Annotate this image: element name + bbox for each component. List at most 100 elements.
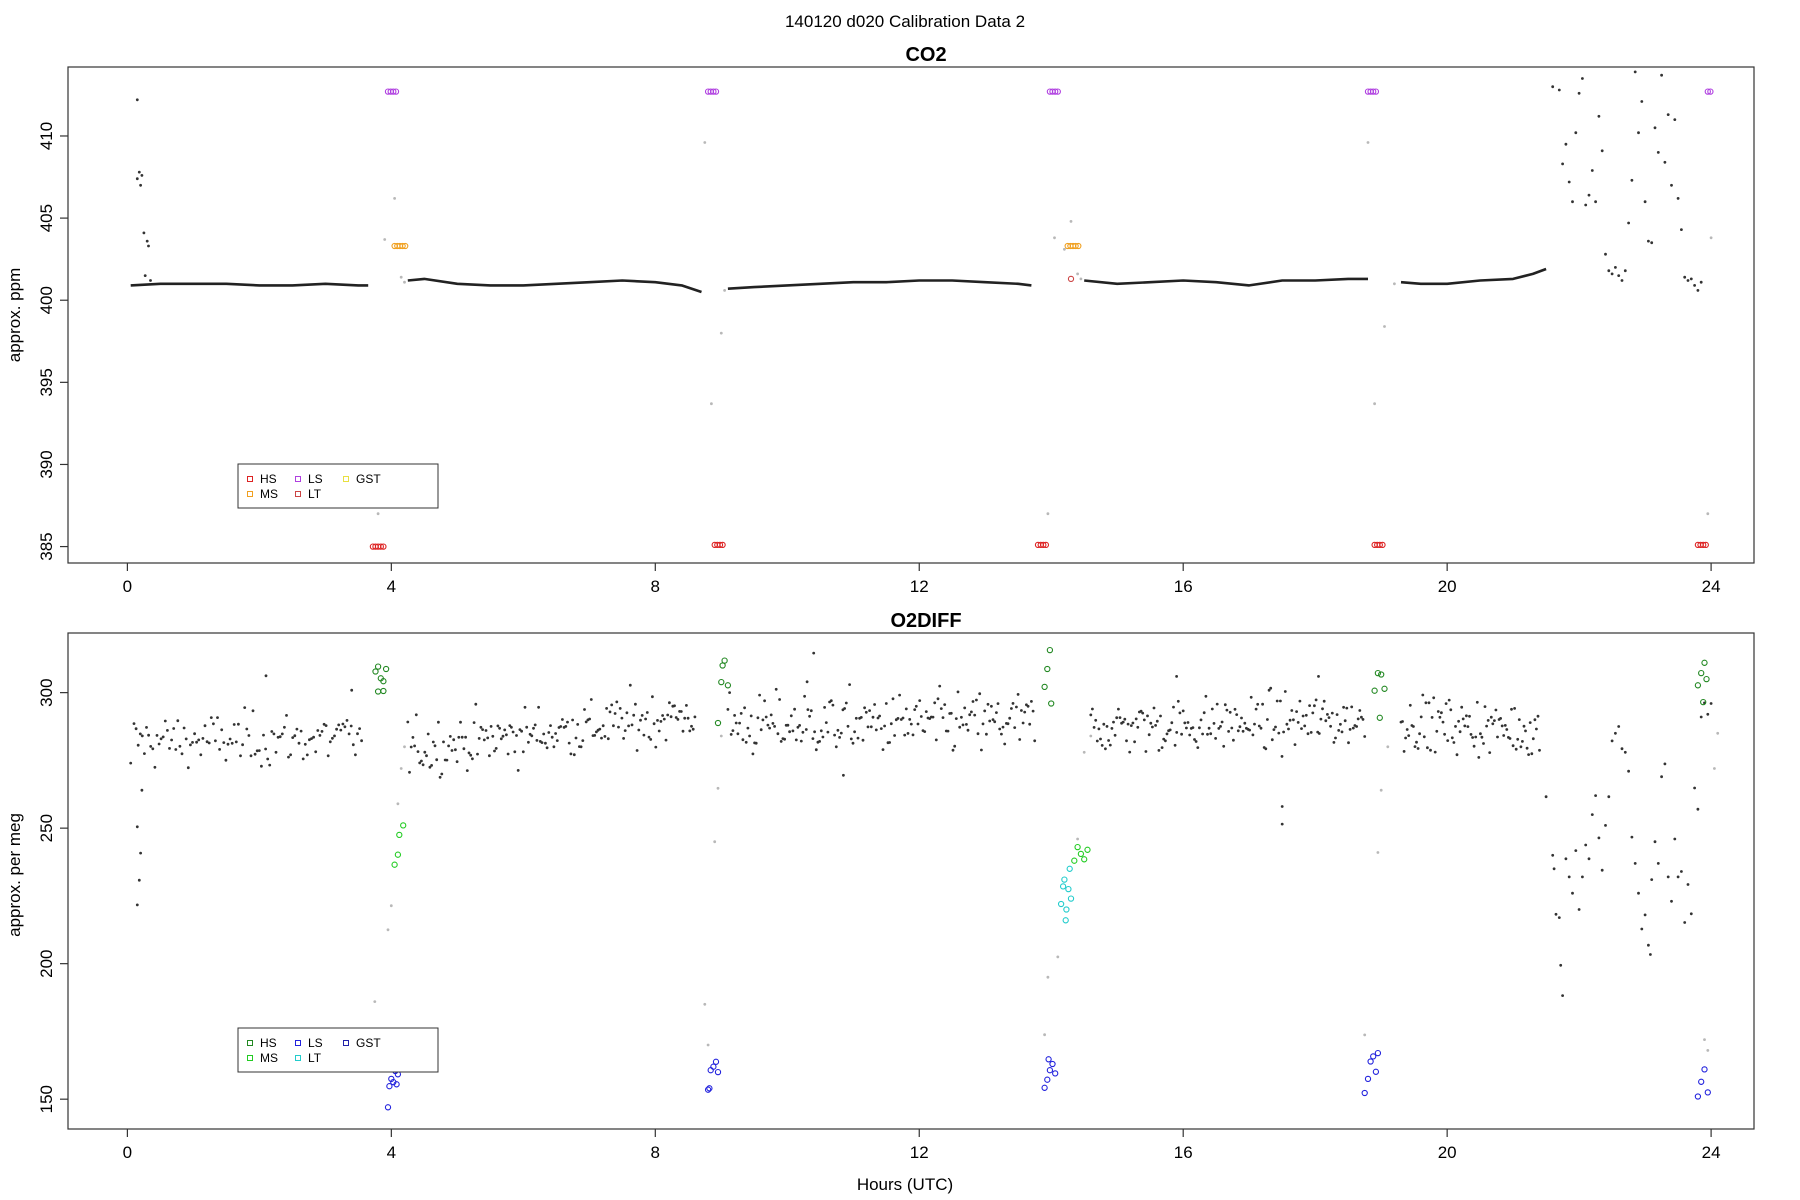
co2-point-transition	[1069, 220, 1073, 223]
o2diff-ambient-point	[766, 723, 770, 727]
o2diff-ambient-point	[898, 693, 901, 697]
o2diff-ambient-point	[1528, 721, 1532, 724]
o2diff-point-hs	[1044, 665, 1051, 673]
o2diff-ambient-point	[1016, 693, 1020, 696]
o2diff-ambient-point	[1206, 732, 1209, 736]
o2diff-ambient-point	[1267, 688, 1271, 692]
o2diff-point-hs	[1381, 685, 1388, 692]
o2diff-legend-swatch	[343, 1040, 349, 1046]
o2diff-ambient-point	[806, 708, 810, 711]
o2diff-point-ls	[1367, 1058, 1374, 1065]
o2diff-ambient-point	[1460, 705, 1464, 709]
co2-point-noise	[1627, 221, 1630, 225]
co2-point-transition	[1079, 277, 1083, 281]
o2diff-ambient-point	[420, 759, 423, 763]
o2diff-point-ls	[1361, 1089, 1368, 1097]
o2diff-ambient-point	[916, 722, 920, 726]
o2diff-ambient-point	[425, 754, 428, 758]
o2diff-ambient-point	[1270, 738, 1274, 742]
o2diff-ambient-point	[991, 718, 995, 721]
o2diff-ambient-point	[589, 698, 593, 701]
o2diff-ambient-point	[642, 733, 646, 737]
o2diff-point-noise	[1317, 675, 1320, 678]
o2diff-point-noise	[1557, 916, 1561, 919]
o2diff-ambient-point	[818, 740, 821, 743]
o2diff-ambient-point	[438, 775, 442, 779]
o2diff-ambient-point	[437, 720, 440, 724]
co2-point-ls	[1054, 88, 1061, 95]
o2diff-ambient-point	[1108, 743, 1112, 747]
o2diff-ambient-point	[1348, 728, 1352, 731]
o2diff-ambient-point	[773, 725, 776, 728]
o2diff-ambient-point	[686, 716, 690, 720]
o2diff-point-hs	[719, 662, 726, 669]
o2diff-ambient-point	[576, 723, 580, 726]
o2diff-ambient-point	[510, 725, 513, 729]
o2diff-ambient-point	[157, 742, 161, 746]
o2diff-ambient-point	[1185, 726, 1188, 730]
o2diff-ambient-point	[893, 734, 896, 737]
o2diff-ambient-point	[431, 740, 435, 744]
o2diff-ambient-point	[145, 726, 148, 729]
o2diff-point-noise	[812, 651, 816, 655]
o2diff-ambient-point	[493, 749, 496, 753]
o2diff-ambient-point	[761, 718, 765, 722]
o2diff-point-noise	[1649, 953, 1652, 956]
o2diff-ambient-point	[326, 754, 330, 758]
o2diff-point-ls	[1049, 1060, 1056, 1068]
o2diff-ambient-point	[652, 722, 656, 726]
o2diff-ambient-point	[1110, 727, 1114, 730]
o2diff-point-noise	[1559, 963, 1563, 967]
o2diff-ambient-point	[1332, 741, 1336, 744]
o2diff-ambient-point	[447, 744, 450, 748]
co2-y-tick-label: 385	[37, 532, 56, 560]
o2diff-ambient-point	[1514, 747, 1518, 751]
co2-point-noise	[135, 177, 139, 181]
o2diff-point-noise	[1594, 794, 1597, 797]
o2diff-ambient-point	[450, 749, 454, 752]
o2diff-ambient-point	[1227, 730, 1230, 733]
o2diff-ambient-point	[1121, 720, 1125, 724]
o2diff-ambient-point	[1020, 709, 1023, 712]
o2diff-ambient-point	[310, 737, 313, 740]
o2diff-ambient-point	[863, 706, 866, 710]
o2diff-ambient-point	[613, 712, 617, 715]
o2diff-point-hs	[380, 687, 387, 695]
o2diff-ambient-point	[943, 703, 947, 706]
o2diff-ambient-point	[1432, 696, 1436, 700]
o2diff-ambient-point	[180, 752, 184, 756]
o2diff-ambient-point	[811, 737, 815, 740]
o2diff-ambient-point	[1452, 741, 1456, 744]
o2diff-point-ls	[1052, 1070, 1059, 1077]
o2diff-ambient-point	[1269, 686, 1273, 690]
o2diff-ambient-point	[986, 702, 990, 706]
o2diff-ambient-point	[612, 724, 615, 728]
o2diff-ambient-point	[1219, 725, 1222, 728]
o2diff-ambient-point	[351, 743, 355, 747]
o2diff-ambient-point	[824, 721, 828, 724]
co2-point-noise	[1597, 114, 1601, 118]
o2diff-ambient-point	[829, 699, 833, 703]
o2diff-ambient-point	[891, 697, 895, 701]
o2diff-ambient-point	[794, 738, 798, 742]
o2diff-ambient-point	[559, 725, 563, 728]
o2diff-ambient-point	[1419, 715, 1423, 719]
o2diff-ambient-point	[414, 713, 418, 717]
o2diff-ambient-point	[909, 722, 913, 726]
co2-point-noise	[1594, 200, 1597, 204]
o2diff-point-hs	[1698, 669, 1705, 677]
o2diff-point-transition	[1713, 767, 1716, 770]
o2diff-ambient-point	[1223, 703, 1227, 707]
o2diff-y-tick-label: 150	[37, 1085, 56, 1113]
o2diff-ambient-point	[1253, 722, 1256, 726]
co2-point-noise	[140, 174, 144, 177]
o2diff-point-noise	[1696, 807, 1700, 811]
o2diff-ambient-point	[1283, 690, 1287, 693]
o2diff-ambient-point	[566, 720, 569, 724]
o2diff-ambient-point	[913, 708, 917, 711]
o2diff-point-noise	[1587, 857, 1591, 861]
o2diff-ambient-point	[295, 727, 299, 731]
o2diff-ambient-point	[874, 728, 878, 732]
o2diff-point-noise	[842, 773, 845, 777]
o2diff-point-ls	[1701, 1066, 1708, 1073]
